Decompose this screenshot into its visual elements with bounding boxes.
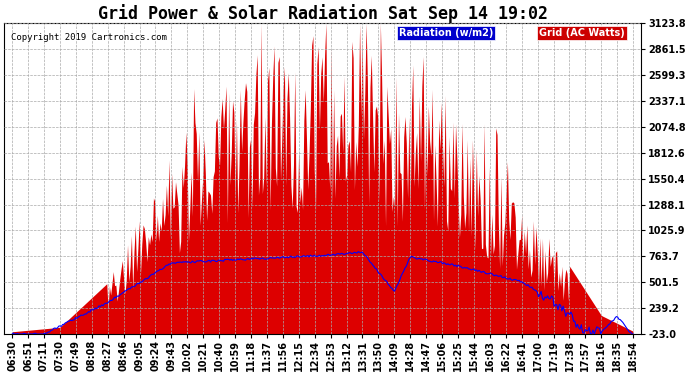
- Text: Grid (AC Watts): Grid (AC Watts): [539, 28, 625, 38]
- Text: Radiation (w/m2): Radiation (w/m2): [399, 28, 493, 38]
- Text: Copyright 2019 Cartronics.com: Copyright 2019 Cartronics.com: [10, 33, 166, 42]
- Title: Grid Power & Solar Radiation Sat Sep 14 19:02: Grid Power & Solar Radiation Sat Sep 14 …: [98, 4, 548, 23]
